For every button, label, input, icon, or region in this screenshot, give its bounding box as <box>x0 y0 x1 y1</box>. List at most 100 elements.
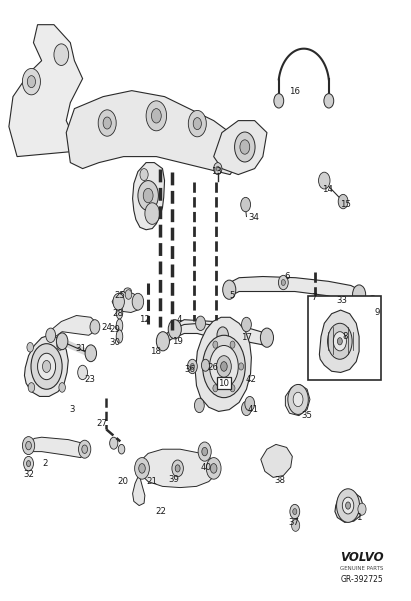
Circle shape <box>288 385 308 415</box>
Bar <box>308 296 381 380</box>
Polygon shape <box>285 385 310 416</box>
Polygon shape <box>25 437 87 457</box>
Circle shape <box>274 94 284 108</box>
Text: 4: 4 <box>176 315 182 324</box>
Circle shape <box>278 275 288 290</box>
Text: 28: 28 <box>112 309 123 318</box>
Circle shape <box>358 503 366 515</box>
Circle shape <box>103 117 111 129</box>
Circle shape <box>210 346 238 388</box>
Circle shape <box>23 436 35 454</box>
Circle shape <box>201 359 210 371</box>
Circle shape <box>187 359 197 374</box>
Text: 2: 2 <box>42 459 48 468</box>
Text: 37: 37 <box>288 518 299 527</box>
Circle shape <box>210 463 217 473</box>
Circle shape <box>139 463 145 473</box>
Text: 33: 33 <box>336 296 347 305</box>
Polygon shape <box>112 291 142 313</box>
Circle shape <box>213 341 218 348</box>
Text: 32: 32 <box>24 470 35 479</box>
Circle shape <box>98 110 116 136</box>
Polygon shape <box>161 323 225 347</box>
Circle shape <box>168 320 181 339</box>
Ellipse shape <box>116 330 123 343</box>
Circle shape <box>26 460 30 466</box>
Circle shape <box>198 442 211 461</box>
Ellipse shape <box>116 306 123 319</box>
Circle shape <box>172 460 183 477</box>
Ellipse shape <box>124 288 132 294</box>
Circle shape <box>338 194 348 209</box>
Circle shape <box>261 328 273 347</box>
Text: 3: 3 <box>69 405 75 414</box>
Ellipse shape <box>116 319 123 332</box>
Circle shape <box>202 447 208 456</box>
Circle shape <box>242 401 252 416</box>
Text: 30: 30 <box>109 338 120 347</box>
Circle shape <box>337 338 342 345</box>
Text: 10: 10 <box>218 379 229 388</box>
Text: 16: 16 <box>289 87 300 96</box>
Polygon shape <box>133 474 145 505</box>
Circle shape <box>82 445 88 453</box>
Circle shape <box>245 397 255 411</box>
Circle shape <box>239 363 244 370</box>
Polygon shape <box>227 276 362 305</box>
Circle shape <box>113 293 125 310</box>
Text: 36: 36 <box>185 365 196 374</box>
Circle shape <box>54 44 69 66</box>
Circle shape <box>146 101 166 131</box>
Circle shape <box>37 353 55 380</box>
Polygon shape <box>9 25 83 157</box>
Circle shape <box>31 344 62 389</box>
Text: GENUINE PARTS: GENUINE PARTS <box>340 566 384 571</box>
Circle shape <box>56 333 68 350</box>
Circle shape <box>24 456 33 471</box>
Text: 42: 42 <box>246 375 257 384</box>
Circle shape <box>230 341 235 348</box>
Polygon shape <box>261 444 292 477</box>
Polygon shape <box>335 492 363 522</box>
Circle shape <box>241 197 251 212</box>
Circle shape <box>230 385 235 392</box>
Circle shape <box>206 457 221 479</box>
Text: VOLVO: VOLVO <box>340 551 384 564</box>
Circle shape <box>46 328 55 343</box>
Circle shape <box>293 508 297 514</box>
Text: 18: 18 <box>150 347 161 356</box>
Circle shape <box>290 504 300 519</box>
Circle shape <box>240 140 250 154</box>
Circle shape <box>217 356 231 377</box>
Polygon shape <box>195 317 252 412</box>
Circle shape <box>223 280 236 299</box>
Circle shape <box>324 94 334 108</box>
Text: 19: 19 <box>172 337 183 346</box>
Circle shape <box>59 383 65 392</box>
Circle shape <box>293 392 303 407</box>
Circle shape <box>135 457 149 479</box>
Polygon shape <box>49 316 97 341</box>
Text: 7: 7 <box>311 293 317 302</box>
Circle shape <box>79 440 91 458</box>
Circle shape <box>90 320 100 334</box>
Text: 24: 24 <box>102 323 113 332</box>
Circle shape <box>42 361 51 373</box>
Text: 1: 1 <box>356 513 362 522</box>
Circle shape <box>333 332 346 351</box>
Circle shape <box>151 109 161 123</box>
Circle shape <box>319 172 330 189</box>
Circle shape <box>369 300 376 310</box>
Circle shape <box>78 365 88 380</box>
Text: 13: 13 <box>212 167 222 176</box>
Circle shape <box>213 385 218 392</box>
Circle shape <box>132 293 144 310</box>
Circle shape <box>175 465 180 472</box>
Circle shape <box>85 345 97 362</box>
Circle shape <box>27 343 33 352</box>
Text: 9: 9 <box>375 308 380 317</box>
Circle shape <box>190 364 194 370</box>
Circle shape <box>25 441 31 450</box>
Polygon shape <box>139 449 217 487</box>
Circle shape <box>221 362 227 371</box>
